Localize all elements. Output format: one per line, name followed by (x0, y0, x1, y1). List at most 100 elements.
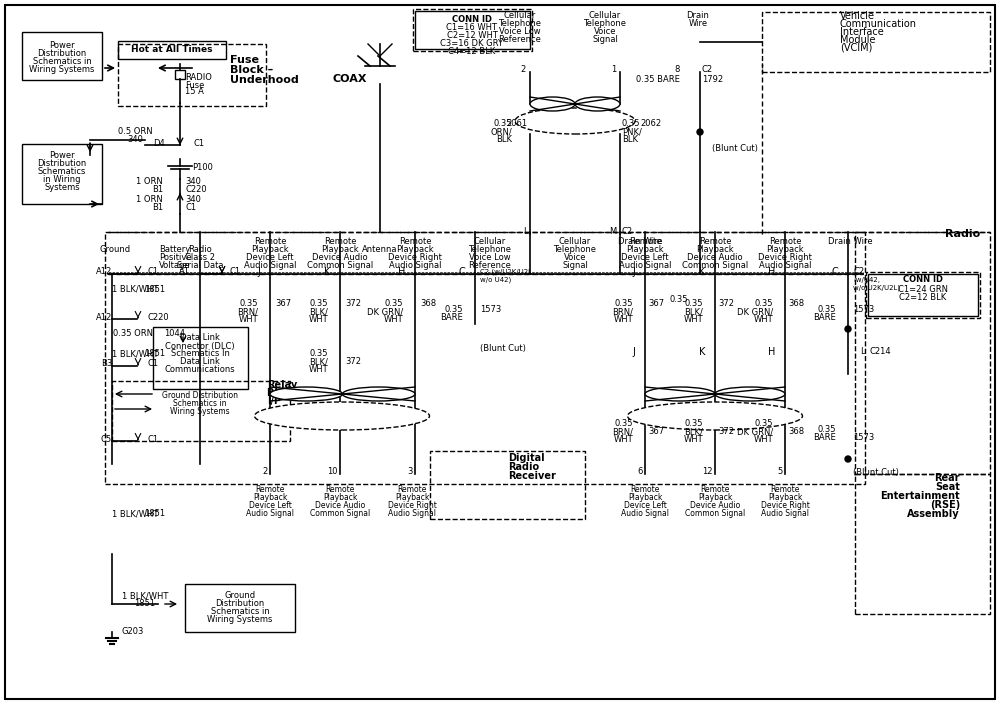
Text: Interface: Interface (840, 27, 884, 37)
Text: C1: C1 (230, 268, 241, 277)
Text: Playback: Playback (768, 493, 802, 501)
Text: 1: 1 (611, 65, 616, 75)
Text: Rear: Rear (934, 473, 960, 483)
Ellipse shape (254, 402, 430, 430)
Text: (Blunt Cut): (Blunt Cut) (480, 344, 526, 353)
Text: CONN ID: CONN ID (452, 15, 492, 23)
Text: C2: C2 (853, 268, 864, 277)
Text: C2=12 BLK: C2=12 BLK (899, 292, 947, 301)
Text: C: C (458, 267, 465, 277)
Text: 340: 340 (127, 135, 143, 144)
Text: C2: C2 (702, 65, 713, 75)
Text: 2: 2 (521, 65, 526, 75)
Text: 12: 12 (702, 467, 713, 477)
Text: I/P: I/P (267, 396, 281, 406)
Text: Serial Data: Serial Data (177, 261, 223, 270)
Text: Cellular: Cellular (504, 11, 536, 20)
Text: Playback: Playback (698, 493, 732, 501)
Text: BARE: BARE (813, 432, 836, 441)
Text: 0.35: 0.35 (310, 349, 328, 358)
Text: Playback: Playback (696, 246, 734, 255)
Text: BLK/: BLK/ (309, 358, 328, 367)
Circle shape (697, 129, 703, 135)
Circle shape (845, 456, 851, 462)
Text: Block –: Block – (230, 65, 273, 75)
Text: 10: 10 (328, 467, 338, 477)
Text: Drain Wire: Drain Wire (828, 237, 872, 246)
Text: Device Audio: Device Audio (315, 501, 365, 510)
Text: Device Audio: Device Audio (312, 253, 368, 263)
Text: Device Right: Device Right (758, 253, 812, 263)
Text: 0.35: 0.35 (755, 299, 773, 308)
Text: w/o U42): w/o U42) (480, 277, 511, 283)
Text: (RSE): (RSE) (930, 500, 960, 510)
Text: L: L (523, 227, 528, 237)
Text: Device Left: Device Left (621, 253, 669, 263)
Text: Radio: Radio (508, 462, 539, 472)
Text: Systems: Systems (44, 184, 80, 192)
Text: Voice: Voice (564, 253, 586, 263)
Text: Audio Signal: Audio Signal (761, 508, 809, 517)
Text: Remote: Remote (254, 237, 286, 246)
Text: Digital: Digital (508, 453, 545, 463)
Text: Antenna: Antenna (362, 246, 398, 255)
Text: w/o U2K/U2L): w/o U2K/U2L) (853, 284, 900, 291)
Text: DK GRN/: DK GRN/ (737, 308, 773, 317)
Text: RADIO: RADIO (185, 73, 212, 82)
Text: Positive: Positive (159, 253, 191, 263)
Text: Vehicle: Vehicle (840, 11, 875, 21)
Text: D4: D4 (153, 139, 165, 148)
Text: K: K (699, 267, 705, 277)
Text: 0.35: 0.35 (494, 120, 512, 129)
Text: Playback: Playback (628, 493, 662, 501)
Text: Audio Signal: Audio Signal (389, 261, 441, 270)
Text: Playback: Playback (253, 493, 287, 501)
Text: BLK/: BLK/ (309, 308, 328, 317)
Text: Audio Signal: Audio Signal (244, 261, 296, 270)
Text: A12: A12 (96, 313, 112, 322)
Text: H: H (398, 267, 405, 277)
Text: (w/U42,: (w/U42, (853, 277, 880, 283)
Text: 1 BLK/WHT: 1 BLK/WHT (122, 591, 168, 601)
Text: K: K (324, 267, 330, 277)
Text: Radio: Radio (945, 229, 980, 239)
Text: WHT: WHT (683, 436, 703, 444)
Text: Audio Signal: Audio Signal (619, 261, 671, 270)
Text: Playback: Playback (251, 246, 289, 255)
Text: Device Audio: Device Audio (690, 501, 740, 510)
Ellipse shape (342, 387, 415, 401)
Text: 367: 367 (648, 299, 664, 308)
Text: Telephone: Telephone (498, 20, 542, 28)
Text: Drain: Drain (687, 11, 709, 20)
Text: Voice: Voice (594, 27, 616, 37)
Text: J: J (257, 267, 260, 277)
Text: BLK/: BLK/ (684, 308, 703, 317)
Text: 0.35: 0.35 (614, 299, 633, 308)
Text: 0.35: 0.35 (384, 299, 403, 308)
Text: (VCIM): (VCIM) (840, 43, 872, 53)
Text: Signal: Signal (562, 261, 588, 270)
Text: B1: B1 (152, 203, 163, 211)
Text: DK GRN/: DK GRN/ (367, 308, 403, 317)
Text: (Blunt Cut): (Blunt Cut) (712, 144, 758, 153)
Text: 0.35: 0.35 (240, 299, 258, 308)
Text: Distribution: Distribution (215, 600, 265, 608)
Text: WHT: WHT (753, 315, 773, 325)
Text: Playback: Playback (396, 246, 434, 255)
Text: Receiver: Receiver (508, 471, 556, 481)
Text: Data Link: Data Link (180, 358, 220, 367)
Text: Remote: Remote (255, 484, 285, 494)
Text: Telephone: Telephone (468, 246, 512, 255)
Text: Device Right: Device Right (388, 501, 436, 510)
Text: (Blunt Cut): (Blunt Cut) (853, 467, 899, 477)
Text: C5: C5 (101, 434, 112, 444)
Text: WHT: WHT (753, 436, 773, 444)
Bar (175, 70, 185, 79)
Text: 5: 5 (778, 467, 783, 477)
Text: WHT: WHT (238, 315, 258, 325)
Text: WHT: WHT (383, 315, 403, 325)
Text: Drain Wire: Drain Wire (618, 237, 662, 246)
Text: 0.35 BARE: 0.35 BARE (636, 75, 680, 84)
Text: Common Signal: Common Signal (685, 508, 745, 517)
Text: C220: C220 (185, 184, 207, 194)
